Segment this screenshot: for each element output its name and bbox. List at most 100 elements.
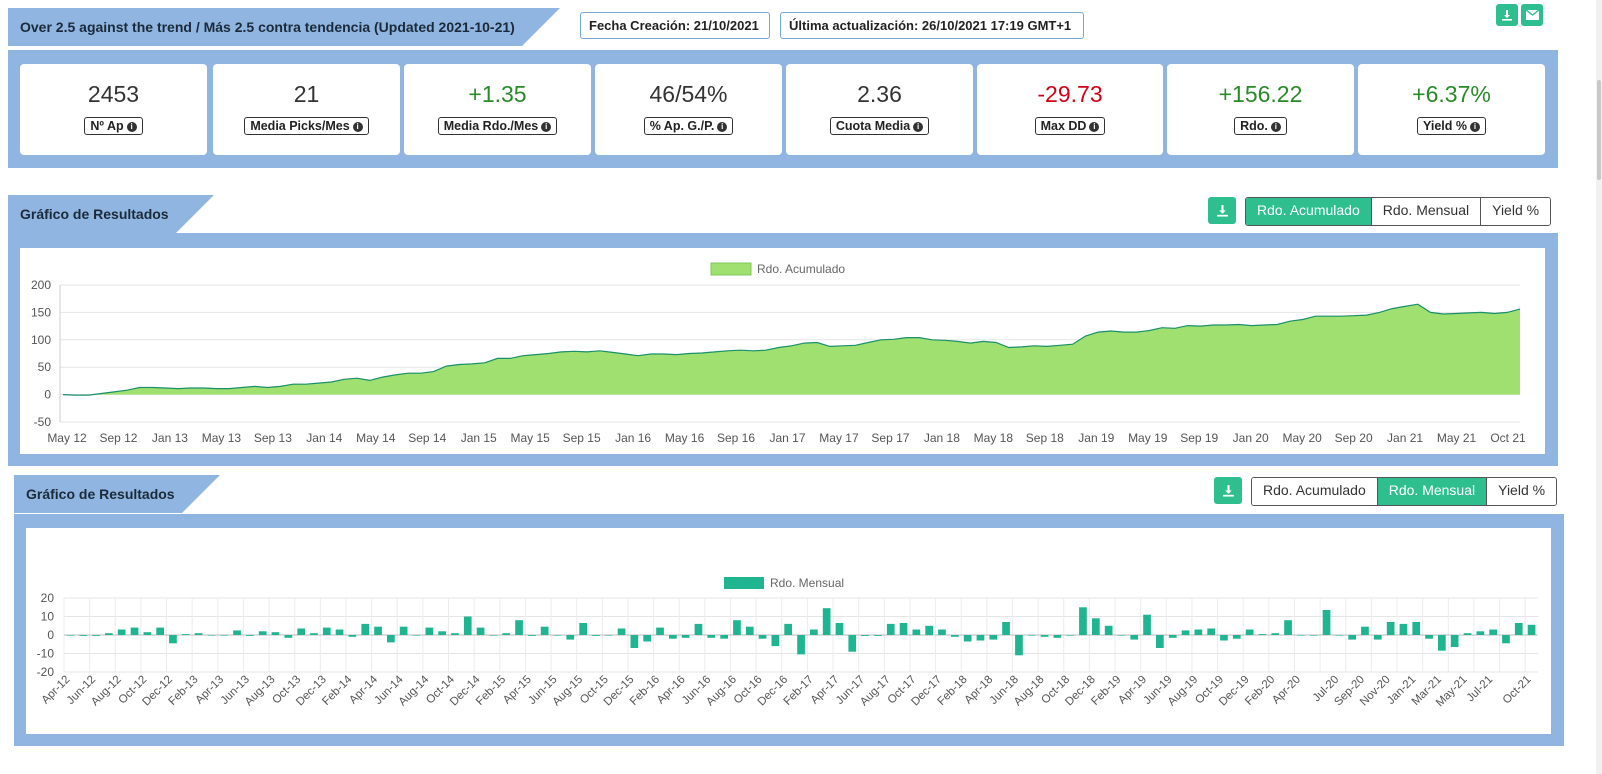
stat-label-text: Media Picks/Mes	[250, 119, 350, 133]
info-icon[interactable]: i	[1270, 122, 1281, 132]
stat-label[interactable]: Cuota Media i	[829, 117, 930, 135]
bar	[656, 627, 664, 635]
toggle-cumulative[interactable]: Rdo. Acumulado	[1252, 478, 1377, 505]
bar	[438, 631, 446, 635]
bar	[348, 635, 357, 637]
bar	[617, 628, 626, 635]
scrollbar-thumb[interactable]	[1597, 80, 1601, 180]
legend-swatch	[710, 262, 752, 276]
stat-label[interactable]: % Ap. G./P. i	[643, 117, 734, 135]
legend-label: Rdo. Acumulado	[757, 262, 845, 276]
bar	[66, 635, 75, 636]
stat-card: +1.35 Media Rdo./Mes i	[404, 64, 591, 155]
info-icon[interactable]: i	[1089, 122, 1100, 132]
bar	[425, 627, 434, 635]
bar	[181, 634, 190, 635]
download-button[interactable]	[1496, 4, 1518, 26]
bar	[143, 632, 152, 635]
bar	[1130, 635, 1139, 640]
info-icon[interactable]: i	[1470, 122, 1480, 132]
bar	[784, 623, 792, 635]
bar	[1066, 635, 1074, 636]
bar	[194, 633, 203, 635]
x-tick-label: Sep 19	[1180, 431, 1218, 445]
x-tick-label: Oct 21	[1490, 431, 1526, 445]
bar	[130, 627, 139, 635]
bar	[592, 635, 600, 636]
stat-card: 2453 Nº Ap i	[20, 64, 207, 155]
stat-value: +156.22	[1218, 81, 1303, 107]
bar	[284, 635, 293, 638]
bar	[1412, 622, 1421, 635]
bar	[1040, 635, 1049, 637]
bar	[79, 635, 88, 636]
stat-label-text: Max DD	[1040, 119, 1087, 133]
toggle-yield[interactable]: Yield %	[1480, 198, 1551, 225]
y-tick-label: -50	[34, 415, 52, 429]
section2-download-button[interactable]	[1214, 477, 1242, 504]
bar	[1297, 635, 1305, 636]
stat-value: +6.37%	[1412, 81, 1491, 107]
stat-value: -29.73	[1037, 81, 1103, 107]
toggle-yield[interactable]: Yield %	[1486, 478, 1557, 505]
bar	[156, 627, 164, 635]
x-tick-label: May 18	[974, 431, 1014, 445]
bar	[1104, 625, 1113, 636]
bar	[848, 635, 857, 652]
bar	[874, 635, 882, 636]
section1-download-button[interactable]	[1208, 197, 1236, 224]
stat-value: 2.36	[857, 81, 902, 107]
bar	[1502, 635, 1510, 644]
info-icon[interactable]: i	[541, 122, 552, 132]
stat-label-text: Rdo.	[1240, 119, 1268, 133]
bar	[1002, 622, 1010, 635]
x-tick-label: Jan 14	[306, 431, 342, 445]
bar	[1258, 634, 1267, 635]
bar	[1015, 635, 1023, 656]
y-tick-label: 200	[31, 278, 51, 292]
bar	[1207, 628, 1215, 635]
bar	[835, 623, 844, 635]
cumulative-chart-box: Rdo. Acumulado 200 150 100 50 0 -50 May 12 Sep 1…	[20, 248, 1545, 454]
x-tick-label: Sep 12	[99, 431, 137, 445]
stat-card: +6.37% Yield % i	[1358, 64, 1545, 155]
last-update: Última actualización: 26/10/2021 17:19 G…	[780, 12, 1084, 39]
bar	[233, 630, 241, 635]
stat-label[interactable]: Media Picks/Mes i	[244, 117, 369, 135]
stat-value: 21	[293, 81, 320, 107]
toggle-cumulative[interactable]: Rdo. Acumulado	[1246, 198, 1371, 225]
x-tick-label: May 16	[665, 431, 705, 445]
info-icon[interactable]: i	[352, 122, 363, 132]
stat-label[interactable]: Yield % i	[1417, 117, 1486, 135]
x-tick-label: Sep 15	[563, 431, 601, 445]
x-tick-label: May 20	[1282, 431, 1322, 445]
stat-card: 2.36 Cuota Media i	[786, 64, 973, 155]
stat-card: 21 Media Picks/Mes i	[213, 64, 400, 155]
stat-label[interactable]: Media Rdo./Mes i	[437, 117, 558, 135]
bar	[733, 620, 741, 635]
stat-label[interactable]: Rdo. i	[1234, 117, 1287, 135]
cumulative-chart: Rdo. Acumulado 200 150 100 50 0 -50 May 12 Sep 1…	[31, 262, 1526, 445]
info-icon[interactable]: i	[126, 122, 137, 132]
bar	[374, 626, 382, 635]
stat-label[interactable]: Nº Ap i	[84, 117, 143, 135]
bar	[540, 626, 549, 635]
bar	[681, 635, 690, 638]
bar	[989, 635, 998, 640]
info-icon[interactable]: i	[717, 122, 728, 132]
bar	[1322, 610, 1331, 635]
info-icon[interactable]: i	[913, 122, 924, 132]
stat-label[interactable]: Max DD i	[1034, 117, 1106, 135]
bar	[1092, 618, 1100, 635]
scrollbar[interactable]	[1596, 0, 1602, 774]
y-tick-label: 100	[31, 333, 51, 347]
toggle-monthly[interactable]: Rdo. Mensual	[1376, 478, 1487, 505]
email-button[interactable]	[1521, 4, 1543, 26]
bar	[207, 635, 216, 636]
stat-label-text: % Ap. G./P.	[649, 119, 715, 133]
bar	[899, 623, 908, 635]
legend-label: Rdo. Mensual	[770, 576, 844, 590]
bar	[745, 626, 754, 635]
toggle-monthly[interactable]: Rdo. Mensual	[1370, 198, 1481, 225]
bar	[258, 631, 267, 635]
